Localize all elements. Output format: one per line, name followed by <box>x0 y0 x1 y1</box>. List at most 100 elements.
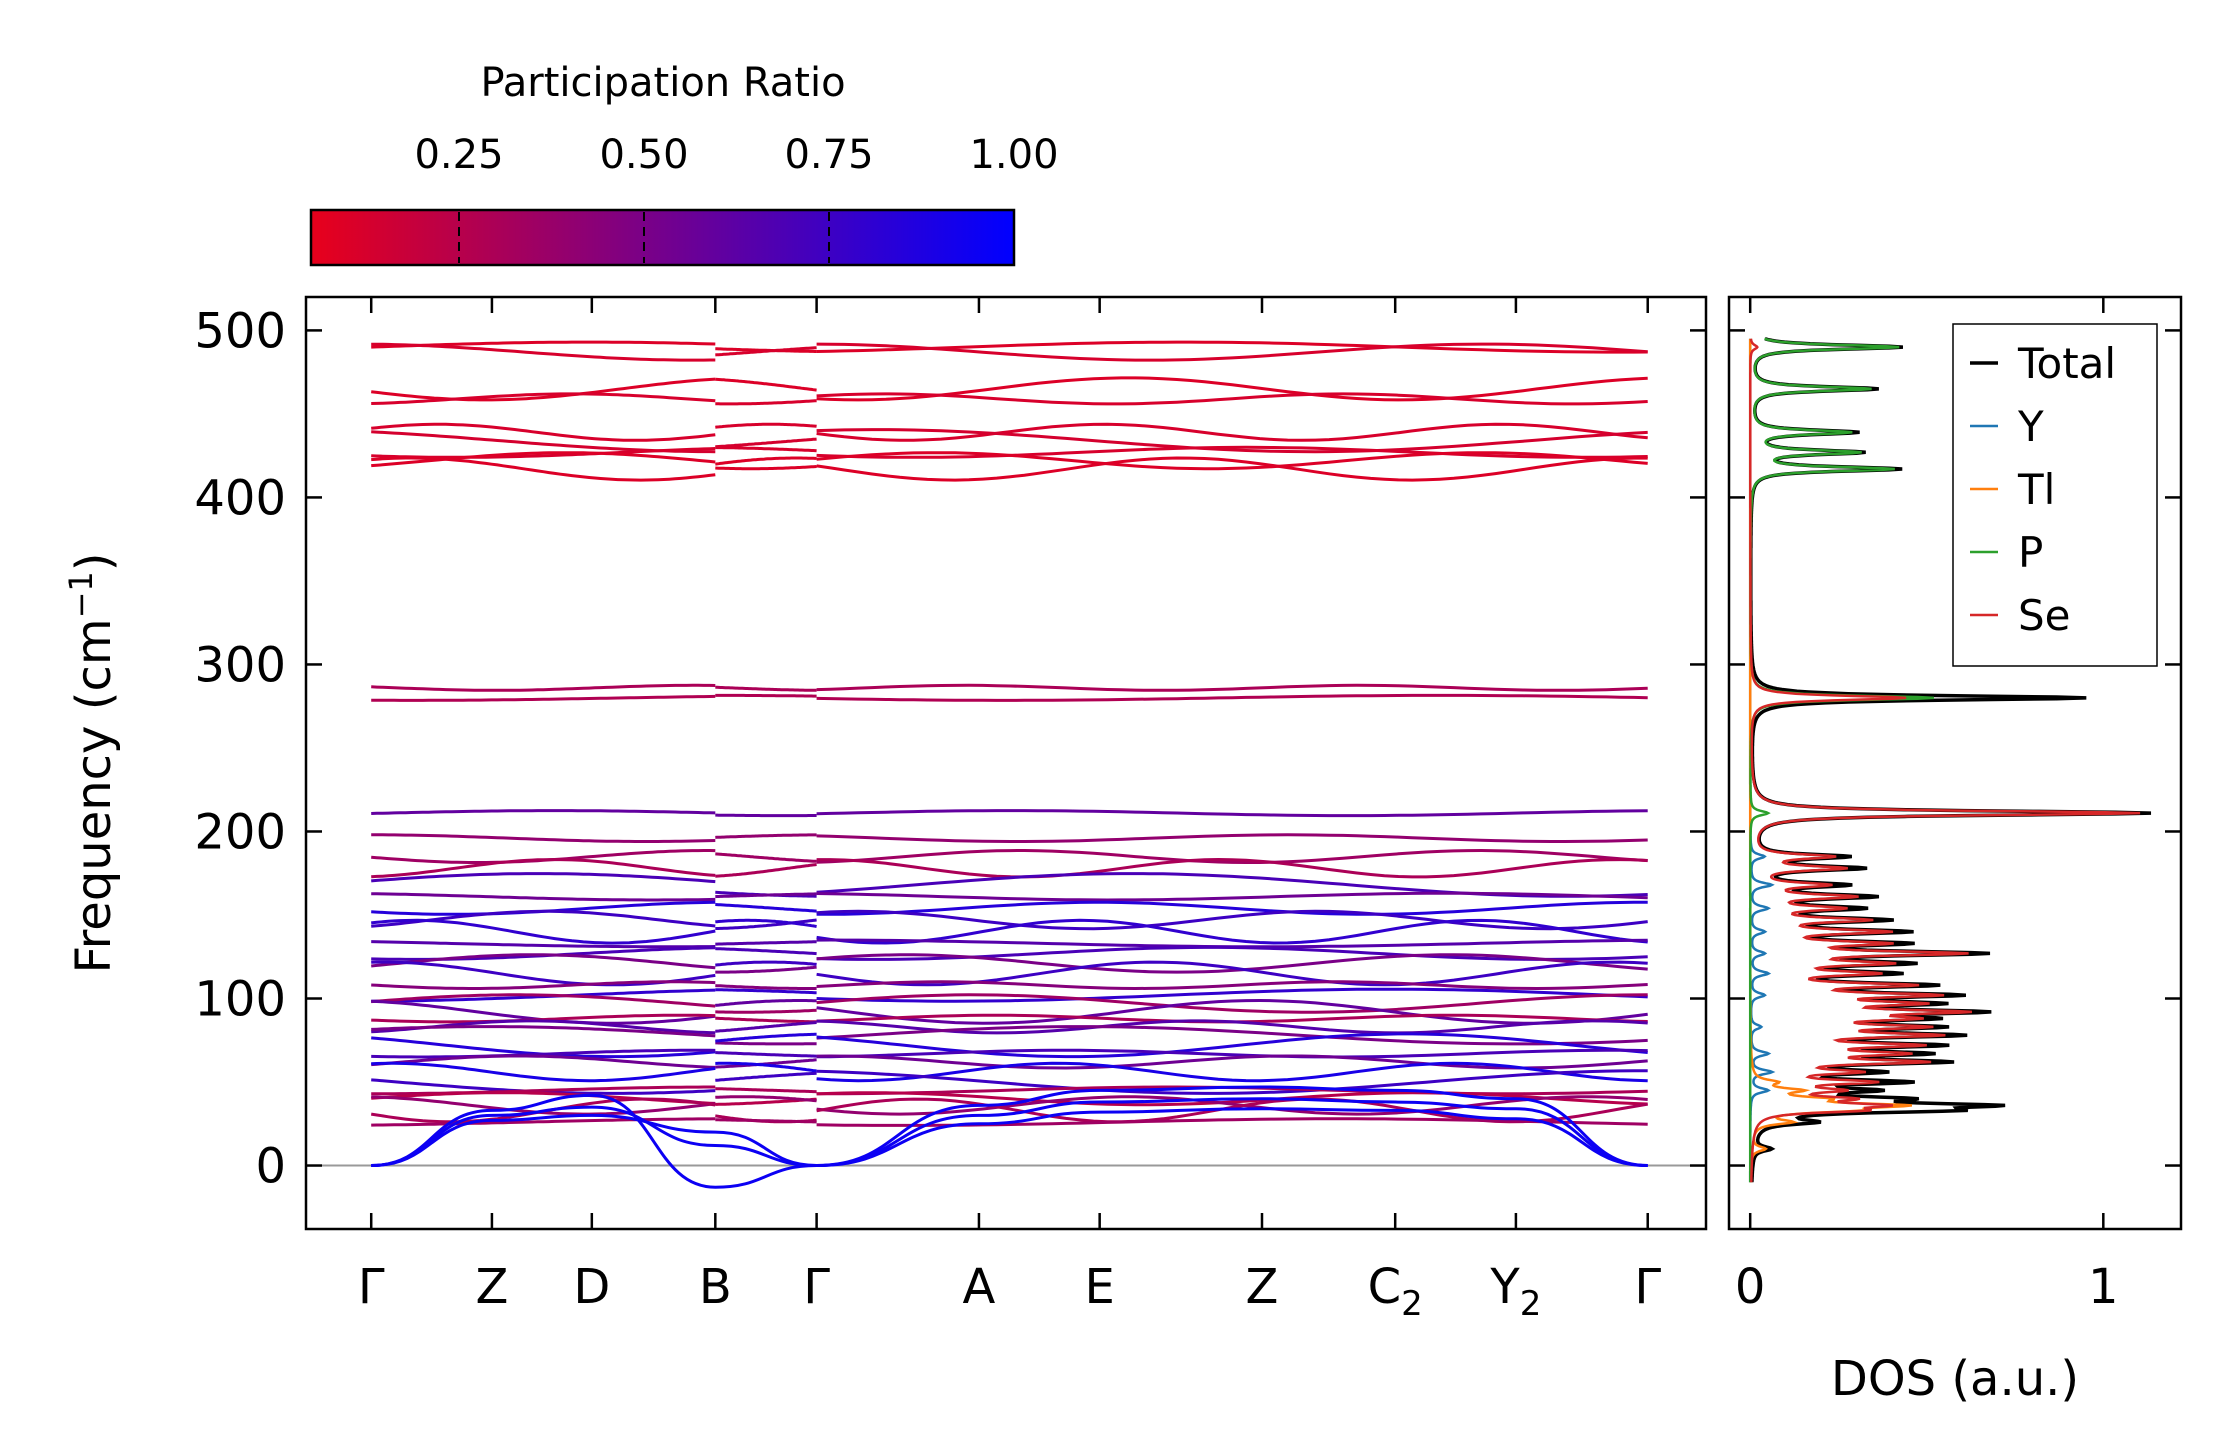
optical-band-line <box>816 1025 1648 1046</box>
optical-band-line <box>371 456 716 482</box>
optical-band-line <box>715 1118 817 1124</box>
optical-band-line <box>715 999 817 1007</box>
colorbar-tick-label: 0.50 <box>599 132 688 178</box>
optical-band-line <box>371 430 716 454</box>
optical-band-line <box>816 1048 1648 1059</box>
band-y-tick-label: 400 <box>194 470 286 526</box>
optical-band-line <box>816 857 1648 879</box>
optical-band-line <box>715 965 817 974</box>
optical-band-line <box>816 1054 1648 1070</box>
optical-band-line <box>371 1048 716 1059</box>
optical-band-line <box>371 1025 716 1038</box>
dos-curve-p <box>1748 337 1934 1183</box>
dos-y-ticks <box>1729 329 2181 1167</box>
acoustic-band-line <box>371 1085 1648 1189</box>
dos-curve-se <box>1749 338 2141 1183</box>
optical-band-line <box>715 833 817 839</box>
legend-items: Total Y Tl P Se <box>1970 339 2116 640</box>
optical-band-line <box>816 1091 1648 1107</box>
legend-label: Total <box>2017 339 2116 388</box>
optical-band-line <box>371 342 716 362</box>
optical-band-line <box>816 342 1648 362</box>
optical-band-line <box>715 988 817 995</box>
colorbar: Participation Ratio 0.25 0.50 0.75 1.00 <box>309 60 1059 267</box>
colorbar-tick-label: 1.00 <box>969 132 1058 178</box>
band-y-tick-label: 300 <box>194 637 286 693</box>
legend-label: Se <box>2018 591 2071 640</box>
optical-band-line <box>715 399 817 406</box>
band-x-tick-label: Z <box>475 1259 508 1315</box>
optical-band-line <box>816 428 1648 454</box>
optical-band-line <box>816 833 1648 843</box>
optical-band-line <box>816 445 1648 459</box>
optical-band-line <box>816 993 1648 1014</box>
optical-band-line <box>816 456 1648 482</box>
optical-band-line <box>816 422 1648 442</box>
band-axes-frame <box>304 295 1708 1231</box>
legend-label: Tl <box>2017 465 2055 514</box>
optical-band-line <box>816 953 1648 974</box>
band-x-tick-label: C2 <box>1368 1259 1423 1324</box>
optical-band-line <box>715 984 817 990</box>
optical-band-line <box>816 693 1648 702</box>
y-axis-title-sup: −1 <box>62 571 100 618</box>
optical-band-line <box>816 980 1648 991</box>
optical-band-line <box>816 900 1648 916</box>
colorbar-tick-label: 0.75 <box>784 132 873 178</box>
optical-band-line <box>816 848 1648 864</box>
optical-band-line <box>715 892 817 899</box>
colorbar-bar <box>309 208 1016 267</box>
band-x-tick-label: Γ <box>1634 1259 1661 1315</box>
band-y-tick-label: 200 <box>194 804 286 860</box>
optical-band-line <box>715 947 817 956</box>
optical-band-line <box>816 1095 1648 1116</box>
optical-band-line <box>816 960 1648 987</box>
band-x-tick-label: E <box>1084 1259 1114 1315</box>
band-y-tick-label: 100 <box>194 972 286 1028</box>
optical-band-line <box>816 809 1648 818</box>
legend-box <box>1952 323 2158 667</box>
band-y-ticks: 0 100 200 300 400 500 <box>194 303 1706 1195</box>
band-structure-panel: 0 100 200 300 400 500 Γ Z D B Γ A E Z C2 Y2 Γ Frequency… <box>62 295 1708 1324</box>
dos-x-axis-title: DOS (a.u.) <box>1831 1351 2079 1407</box>
band-x-ticks: Γ Z D B Γ A E Z C2 Y2 Γ <box>358 297 1661 1324</box>
optical-band-line <box>371 833 716 843</box>
optical-band-line <box>715 1041 817 1046</box>
optical-band-line <box>715 903 817 913</box>
optical-band-line <box>715 863 817 878</box>
colorbar-tick-dashes <box>458 212 830 263</box>
band-x-tick-label: B <box>699 1259 732 1315</box>
optical-band-line <box>715 852 817 863</box>
optical-band-line <box>715 456 817 466</box>
band-lines <box>306 340 1706 1189</box>
optical-band-line <box>816 451 1648 471</box>
optical-band-line <box>715 1016 817 1024</box>
optical-band-line <box>715 377 817 392</box>
optical-band-line <box>715 465 817 471</box>
optical-band-line <box>715 437 817 449</box>
optical-band-line <box>371 422 716 442</box>
dos-legend: Total Y Tl P Se <box>1952 323 2158 667</box>
optical-band-line <box>371 892 716 902</box>
optical-band-line <box>715 918 817 930</box>
band-x-tick-label: Y2 <box>1489 1259 1541 1324</box>
dos-axes-frame <box>1727 295 2183 1231</box>
dos-lines <box>1748 337 2152 1183</box>
y-axis-title-main: Frequency (cm <box>66 618 122 973</box>
band-x-tick-label: Γ <box>358 1259 385 1315</box>
optical-band-line <box>715 1032 817 1043</box>
y-axis-title: Frequency (cm−1) <box>62 552 122 973</box>
band-y-tick-label: 0 <box>255 1139 286 1195</box>
optical-band-line <box>715 813 817 818</box>
optical-band-line <box>371 993 716 1008</box>
optical-band-line <box>715 1021 817 1033</box>
band-x-tick-label: Z <box>1246 1259 1279 1315</box>
optical-band-line <box>371 1054 716 1069</box>
optical-band-line <box>816 376 1648 402</box>
optical-band-line <box>715 1071 817 1082</box>
colorbar-tick-labels: 0.25 0.50 0.75 1.00 <box>414 132 1058 178</box>
optical-band-line <box>371 694 716 702</box>
optical-band-line <box>371 1117 716 1127</box>
